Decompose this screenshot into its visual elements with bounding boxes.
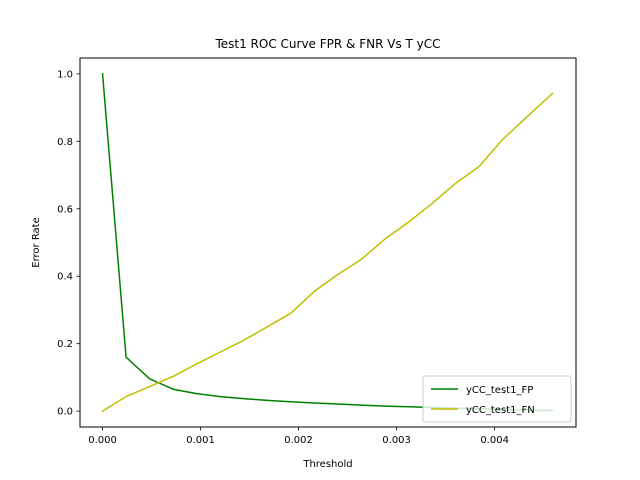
- chart-title: Test1 ROC Curve FPR & FNR Vs T yCC: [214, 37, 440, 51]
- y-tick-label: 0.8: [57, 137, 73, 148]
- legend-box: [422, 375, 572, 423]
- x-tick-label: 0.003: [382, 435, 411, 446]
- y-tick-label: 0.6: [57, 204, 73, 215]
- legend: yCC_test1_FP yCC_test1_FN: [422, 375, 572, 423]
- series-line-yCC_test1_FN: [101, 92, 554, 413]
- x-tick-label: 0.000: [88, 435, 117, 446]
- legend-label-yCC_test1_FN: yCC_test1_FN: [466, 405, 535, 416]
- y-axis-title: Error Rate: [31, 217, 42, 267]
- y-axis: 0.0 0.2 0.4 0.6 0.8 1.0: [57, 69, 80, 418]
- x-tick-label: 0.002: [284, 435, 313, 446]
- y-tick-label: 1.0: [57, 69, 73, 80]
- y-tick-label: 0.4: [57, 272, 73, 283]
- plot-frame: [79, 57, 577, 428]
- x-axis: 0.000 0.001 0.002 0.003 0.004: [88, 427, 509, 446]
- x-tick-label: 0.004: [480, 435, 509, 446]
- legend-label-yCC_test1_FP: yCC_test1_FP: [466, 385, 533, 396]
- x-axis-title: Threshold: [302, 459, 352, 470]
- y-tick-label: 0.0: [57, 407, 73, 418]
- y-tick-label: 0.2: [57, 339, 73, 350]
- x-tick-label: 0.001: [186, 435, 215, 446]
